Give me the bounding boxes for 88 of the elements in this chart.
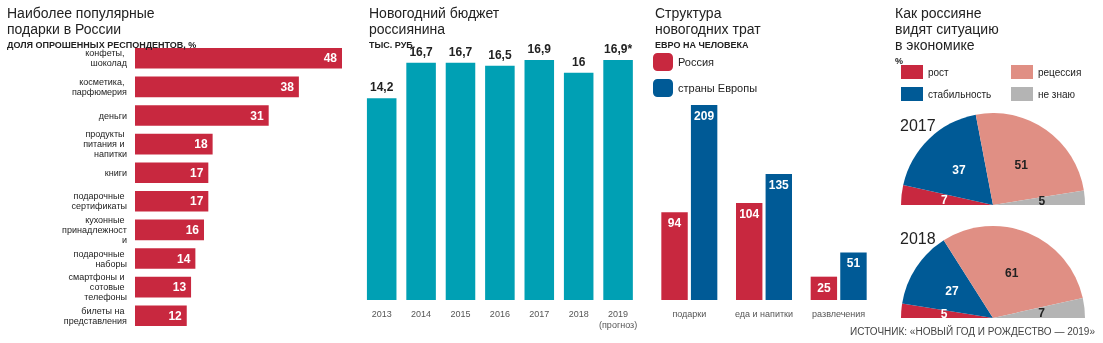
x-tick-label: подарки	[672, 308, 707, 319]
bar	[765, 174, 792, 300]
data-label: 16,9*	[604, 42, 633, 56]
x-tick-label: 2016	[489, 308, 510, 319]
bar	[135, 219, 204, 241]
bar	[135, 162, 209, 183]
x-tick-label: развлечения	[812, 308, 866, 319]
bar	[485, 65, 515, 300]
data-label: 7	[940, 192, 948, 207]
bar	[135, 191, 209, 212]
legend-label: не знаю	[1038, 88, 1076, 100]
data-label: 25	[817, 280, 831, 295]
legend-label: рецессия	[1038, 66, 1082, 78]
chart-subtitle: %	[895, 55, 904, 66]
data-label: 61	[1005, 265, 1019, 280]
data-label: 13	[172, 280, 187, 295]
y-tick-label: деньги	[98, 110, 127, 121]
data-label: 17	[189, 194, 204, 209]
slice-label: 2017	[900, 116, 936, 134]
data-label: 94	[667, 216, 682, 231]
bar	[135, 248, 196, 269]
x-tick-label: 2014	[411, 308, 432, 319]
x-tick-label: 2018	[568, 308, 589, 319]
chart-subtitle: ЕВРО НА ЧЕЛОВЕКА	[655, 39, 750, 50]
y-tick-label: подарочные сертификаты	[71, 191, 127, 212]
chart-title: Наиболее популярные подарки в России	[7, 5, 159, 37]
data-label: 17	[189, 165, 204, 180]
data-label: 38	[280, 79, 295, 94]
data-label: 209	[694, 109, 715, 123]
bar	[690, 105, 718, 300]
data-label: 5	[940, 307, 948, 322]
data-label: 14	[177, 251, 191, 266]
y-tick-label: подарочные наборы	[73, 248, 127, 269]
y-tick-label: косметика, парфюмерия	[71, 76, 128, 97]
y-tick-label: билеты на представления	[63, 305, 128, 326]
data-label: 16	[572, 54, 586, 69]
text: ИСТОЧНИК: «НОВЫЙ ГОД И РОЖДЕСТВО — 2019»	[850, 326, 1095, 337]
data-label: 104	[739, 206, 760, 221]
bar	[366, 98, 397, 300]
bar	[406, 62, 436, 300]
y-tick-label: кухонные принадлежности	[62, 214, 127, 245]
legend-label: рост	[928, 66, 950, 78]
x-tick-label: 2015	[450, 308, 471, 319]
bar	[603, 60, 633, 300]
chart-subtitle: ДОЛЯ ОПРОШЕННЫХ РЕСПОНДЕНТОВ, %	[7, 39, 197, 50]
chart-title: Структура новогодних трат	[655, 5, 762, 37]
legend-label: Россия	[678, 56, 715, 68]
bar	[135, 48, 342, 69]
data-label: 14,2	[370, 80, 394, 95]
bar	[524, 60, 555, 300]
data-label: 5	[1038, 194, 1046, 209]
bar	[840, 252, 867, 300]
data-label: 16,9	[527, 42, 552, 56]
x-tick-label: 2013	[371, 308, 392, 319]
x-tick-label: 2019 (прогноз)	[598, 308, 638, 330]
chart-title: Как россияне видят ситуацию в экономике	[895, 5, 1003, 53]
bar	[135, 76, 299, 98]
bar	[563, 72, 594, 300]
data-label: 27	[945, 284, 960, 299]
data-label: 51	[846, 256, 861, 271]
data-label: 18	[194, 137, 208, 152]
x-tick-label: 2017	[529, 308, 550, 319]
data-label: 12	[168, 308, 183, 323]
legend-label: страны Европы	[678, 82, 758, 94]
bar	[445, 62, 476, 300]
data-label: 135	[768, 178, 790, 193]
data-label: 48	[323, 51, 338, 66]
data-label: 7	[1038, 305, 1046, 320]
y-tick-label: продукты питания и напитки	[83, 129, 127, 160]
data-label: 51	[1014, 157, 1029, 172]
bar	[135, 105, 269, 126]
data-label: 37	[952, 162, 966, 177]
chart-title: Новогодний бюджет россиянина	[369, 5, 504, 37]
data-label: 16	[185, 222, 200, 237]
bar	[736, 202, 763, 300]
y-tick-label: смартфоны и сотовые телефоны	[68, 272, 127, 303]
bar	[661, 212, 688, 300]
bar	[135, 276, 192, 298]
slice-label: 2018	[900, 229, 936, 247]
legend-label: стабильность	[928, 88, 992, 100]
x-tick-label: еда и напитки	[734, 308, 794, 319]
y-tick-label: книги	[104, 167, 127, 178]
bar	[135, 133, 213, 155]
data-label: 31	[250, 108, 264, 123]
bar	[135, 305, 187, 326]
data-label: 16,7	[448, 44, 473, 59]
data-label: 16,5	[488, 47, 512, 62]
y-tick-label: конфеты, шоколад	[85, 48, 128, 69]
